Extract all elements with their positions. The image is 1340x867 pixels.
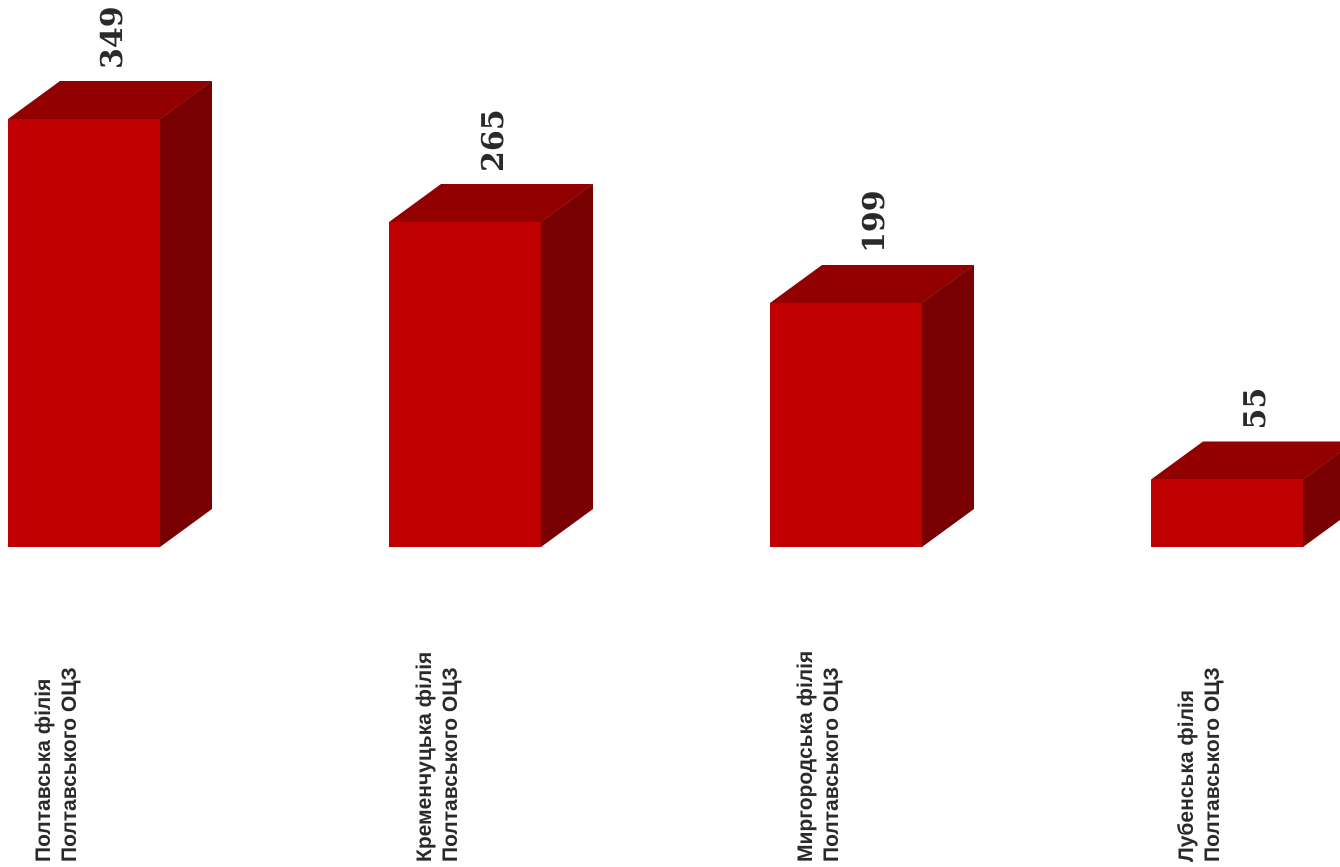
bar-top-face [770,264,974,303]
bar-top-face [1151,441,1340,480]
category-label: Миргородська філія [794,651,817,862]
bars-group [8,81,1340,547]
bar-top-face [8,81,212,119]
bar-side-face [541,184,593,547]
category-label: Полтавського ОЦЗ [1201,667,1224,862]
category-label: Полтавська філія [32,679,55,862]
bar-top-face [389,184,593,223]
category-label: Полтавського ОЦЗ [820,667,843,862]
bar-front-face [389,222,541,547]
bar-3 [770,264,974,547]
category-label: Кременчуцька філія [413,652,436,862]
bar-4 [1151,441,1340,547]
value-label: 265 [476,109,511,172]
bar-front-face [1151,479,1303,547]
bar-2 [389,184,593,547]
bar-side-face [1303,452,1340,547]
bar-side-face [922,264,974,547]
bar-front-face [770,302,922,547]
category-label: Лубенська філія [1175,690,1198,862]
value-label: 55 [1238,388,1273,430]
category-label: Полтавського ОЦЗ [58,667,81,862]
bar-side-face [160,81,212,547]
category-label: Полтавського ОЦЗ [439,667,462,862]
bar-1 [8,81,212,547]
bar-front-face [8,119,160,547]
value-label: 349 [95,6,130,69]
value-label: 199 [857,190,892,253]
